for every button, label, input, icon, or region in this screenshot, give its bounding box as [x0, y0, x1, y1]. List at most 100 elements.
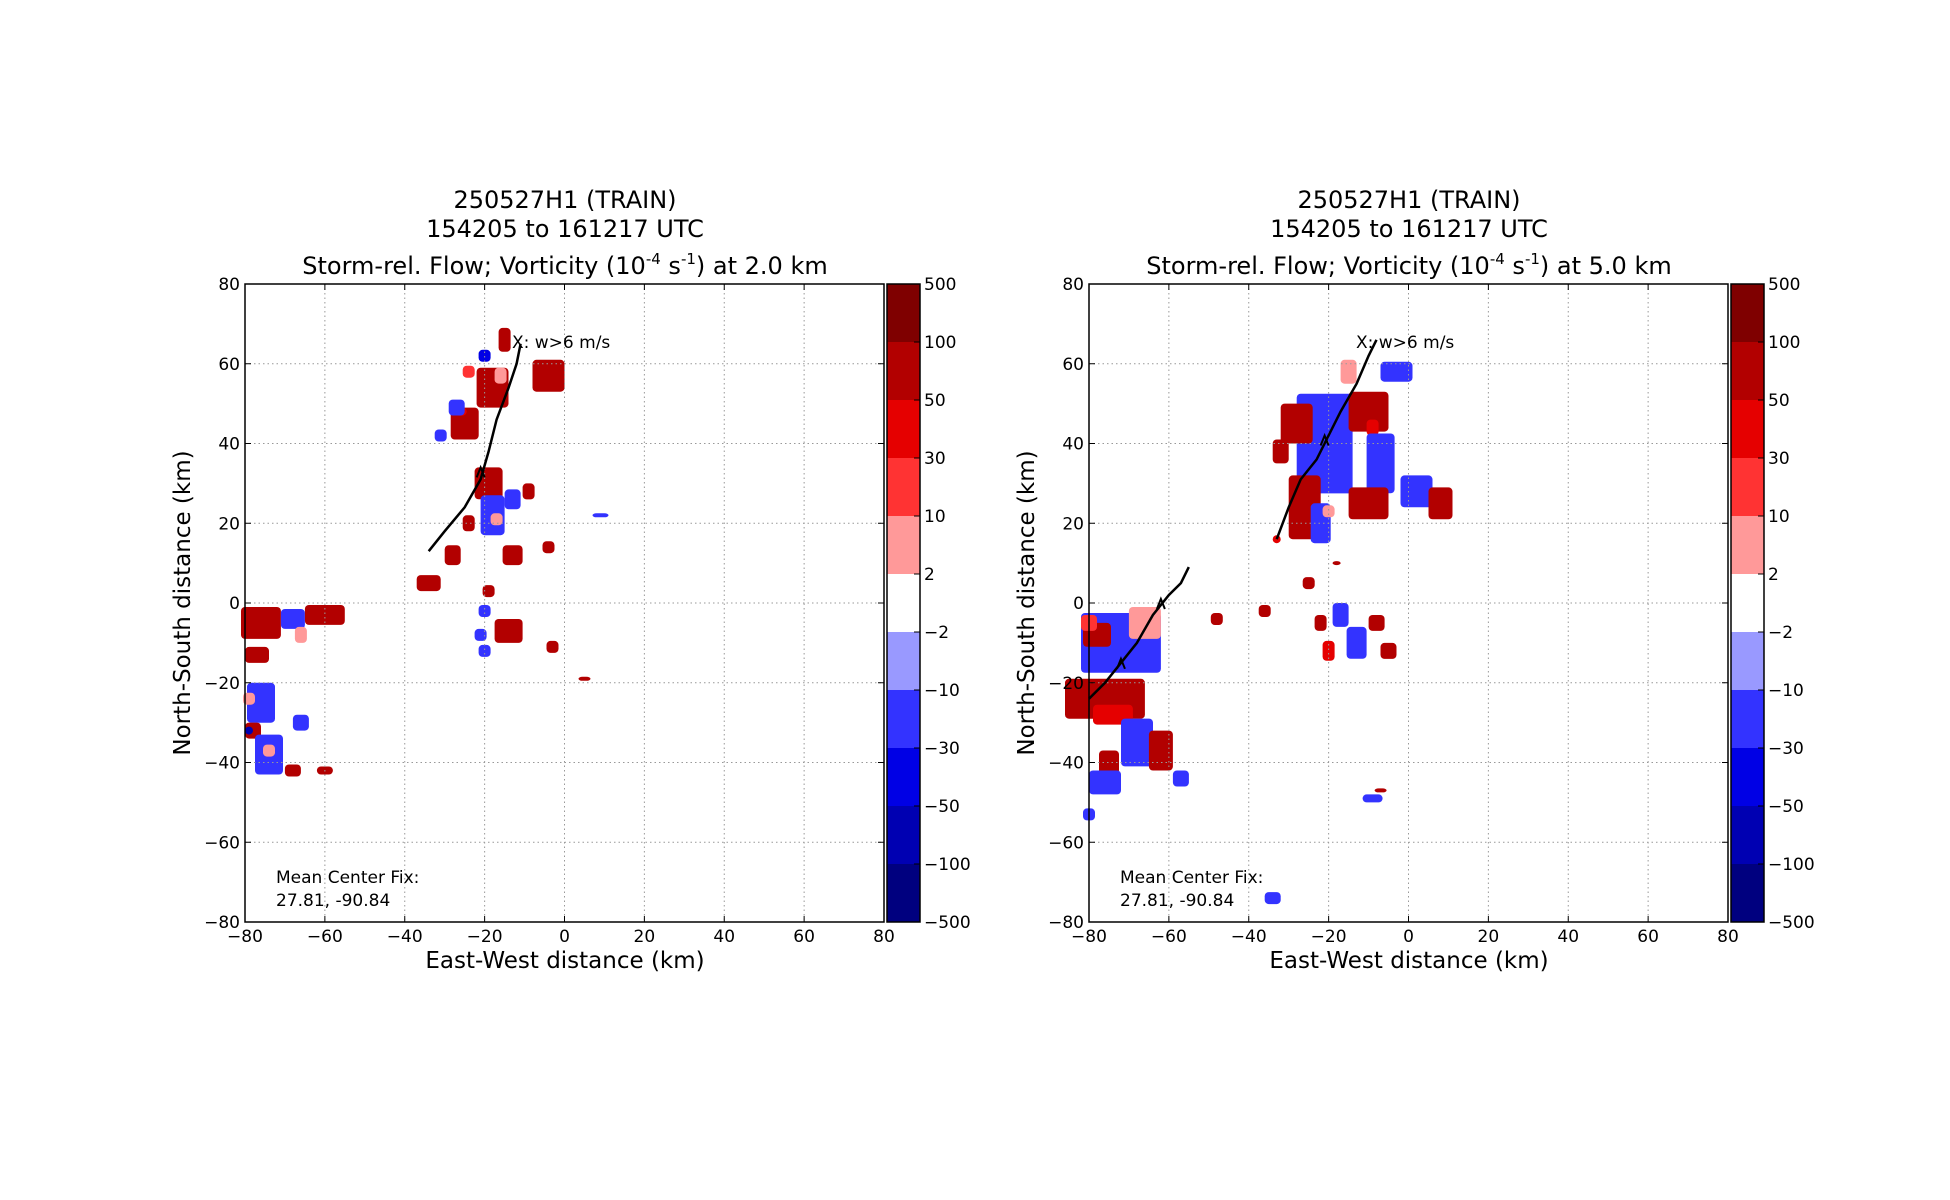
vorticity-patch — [1314, 615, 1327, 631]
colorbar-tick-label: −2 — [1768, 623, 1793, 643]
y-tick-label: 40 — [1062, 435, 1084, 455]
flow-arrowhead — [475, 464, 486, 478]
vorticity-patch — [546, 640, 559, 653]
vorticity-patch — [1272, 439, 1289, 464]
right-title-line-3: Storm-rel. Flow; Vorticity (10-4 s-1) at… — [1146, 250, 1671, 280]
y-tick-label: 20 — [218, 514, 240, 534]
vorticity-patch — [522, 483, 535, 500]
vorticity-patch — [1332, 561, 1341, 566]
vorticity-patch — [1374, 788, 1387, 793]
vorticity-patch — [245, 646, 269, 663]
colorbar-tick-label: −100 — [924, 855, 971, 875]
vorticity-patch — [1099, 750, 1119, 775]
vorticity-patch — [448, 399, 465, 416]
left-center-fix-value: 27.81, -90.84 — [276, 891, 390, 911]
flow-streamline — [1088, 566, 1190, 700]
vorticity-patch — [1322, 505, 1335, 518]
vorticity-patch — [1264, 892, 1281, 905]
x-tick-label: 80 — [1717, 927, 1739, 947]
y-tick-label: −80 — [204, 913, 240, 933]
colorbar-tick-label: −30 — [924, 739, 960, 759]
vorticity-patch — [478, 605, 491, 617]
right-colorbar — [1730, 283, 1765, 923]
y-tick-label: 60 — [1062, 355, 1084, 375]
colorbar-swatch — [887, 690, 920, 749]
right-title-line-1: 250527H1 (TRAIN) — [1297, 186, 1520, 214]
x-tick-label: 60 — [793, 927, 815, 947]
vorticity-patch — [1172, 770, 1189, 787]
y-tick-label: −20 — [204, 674, 240, 694]
y-tick-label: 0 — [229, 594, 240, 614]
colorbar-tick-label: 500 — [924, 275, 956, 295]
left-panel: 250527H1 (TRAIN) 154205 to 161217 UTC St… — [170, 186, 971, 974]
colorbar-swatch — [1731, 864, 1764, 923]
left-title-line-1: 250527H1 (TRAIN) — [453, 186, 676, 214]
x-tick-label: 0 — [559, 927, 570, 947]
colorbar-swatch — [1731, 748, 1764, 807]
colorbar-tick-label: 50 — [924, 391, 946, 411]
vorticity-patch — [292, 714, 309, 731]
vorticity-patch — [416, 575, 441, 592]
colorbar-tick-label: 30 — [924, 449, 946, 469]
vorticity-patch — [1332, 603, 1349, 627]
vorticity-patch — [243, 692, 255, 705]
vorticity-patch — [1380, 361, 1413, 382]
left-x-axis-label: East-West distance (km) — [425, 948, 704, 974]
y-tick-label: −80 — [1048, 913, 1084, 933]
y-tick-label: 80 — [1062, 275, 1084, 295]
vorticity-patch — [280, 609, 305, 629]
colorbar-tick-label: −50 — [1768, 797, 1804, 817]
colorbar-swatch — [887, 400, 920, 459]
right-title-line-2: 154205 to 161217 UTC — [1270, 215, 1548, 243]
vorticity-patch — [1346, 626, 1367, 659]
right-panel: 250527H1 (TRAIN) 154205 to 161217 UTC St… — [1014, 186, 1815, 974]
vorticity-patch — [1340, 359, 1357, 384]
vorticity-patch — [532, 359, 565, 392]
colorbar-swatch — [1731, 400, 1764, 459]
left-flow-tracks — [427, 343, 522, 552]
x-tick-label: 0 — [1403, 927, 1414, 947]
vorticity-patch — [474, 628, 487, 641]
right-y-axis-label: North-South distance (km) — [1014, 450, 1040, 755]
left-title-line-3: Storm-rel. Flow; Vorticity (10-4 s-1) at… — [302, 250, 827, 280]
right-flow-tracks — [1088, 339, 1378, 700]
vorticity-patch — [490, 513, 503, 526]
vorticity-patch — [450, 407, 479, 440]
vorticity-patch — [462, 365, 475, 378]
y-tick-label: −40 — [204, 754, 240, 774]
left-colorbar-ticks: 500 100 50 30 10 2 −2 −10 −30 −50 −100 −500 — [914, 275, 971, 933]
colorbar-swatch — [1731, 574, 1764, 633]
colorbar-tick-label: −100 — [1768, 855, 1815, 875]
right-colorbar-ticks: 500 100 50 30 10 2 −2 −10 −30 −50 −100 −500 — [1758, 275, 1815, 933]
colorbar-tick-label: −500 — [924, 913, 971, 933]
right-vorticity-field — [1065, 359, 1453, 905]
vorticity-patch — [462, 515, 475, 532]
vorticity-patch — [1348, 487, 1389, 520]
colorbar-swatch — [1731, 284, 1764, 343]
right-grid — [1089, 284, 1728, 922]
vorticity-patch — [502, 545, 523, 566]
colorbar-swatch — [887, 748, 920, 807]
y-tick-label: 0 — [1073, 594, 1084, 614]
vorticity-patch — [1348, 391, 1389, 432]
colorbar-swatch — [887, 864, 920, 923]
x-tick-label: −60 — [307, 927, 343, 947]
vorticity-patch — [434, 429, 447, 442]
left-x-ticks: −80 −60 −40 −20 0 20 40 60 80 — [227, 284, 895, 947]
colorbar-swatch — [887, 342, 920, 401]
colorbar-swatch — [1731, 458, 1764, 517]
colorbar-swatch — [887, 574, 920, 633]
x-tick-label: −40 — [1231, 927, 1267, 947]
colorbar-tick-label: 30 — [1768, 449, 1790, 469]
vorticity-patch — [1428, 487, 1453, 520]
colorbar-tick-label: 2 — [1768, 565, 1779, 585]
right-annotation: X: w>6 m/s — [1356, 333, 1454, 353]
x-tick-label: −20 — [467, 927, 503, 947]
vorticity-patch — [1280, 403, 1313, 444]
vorticity-patch — [504, 489, 521, 510]
vorticity-patch — [1400, 475, 1433, 508]
colorbar-tick-label: 50 — [1768, 391, 1790, 411]
vorticity-patch — [1366, 419, 1379, 436]
vorticity-patch — [498, 327, 511, 352]
